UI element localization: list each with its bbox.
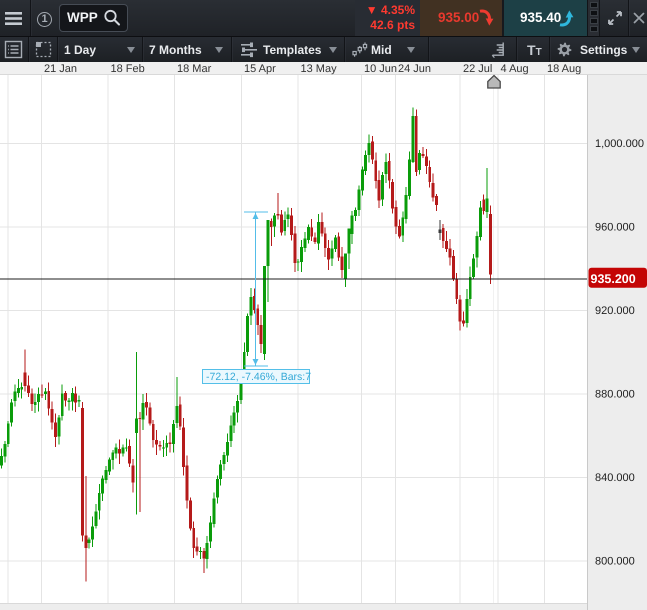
- svg-text:18 Mar: 18 Mar: [177, 63, 212, 75]
- svg-text:935.200: 935.200: [591, 272, 636, 286]
- svg-text:920.000: 920.000: [595, 305, 635, 317]
- svg-text:880.000: 880.000: [595, 389, 635, 401]
- svg-text:1,000.000: 1,000.000: [595, 138, 644, 150]
- svg-text:840.000: 840.000: [595, 472, 635, 484]
- svg-text:24 Jun: 24 Jun: [398, 63, 431, 75]
- svg-text:22 Jul: 22 Jul: [463, 63, 492, 75]
- svg-text:15 Apr: 15 Apr: [244, 63, 276, 75]
- svg-text:18 Feb: 18 Feb: [111, 63, 145, 75]
- svg-text:800.000: 800.000: [595, 556, 635, 568]
- svg-text:4 Aug: 4 Aug: [501, 63, 529, 75]
- svg-text:-72.12, -7.46%, Bars:7: -72.12, -7.46%, Bars:7: [206, 371, 311, 383]
- svg-text:13 May: 13 May: [301, 63, 338, 75]
- svg-text:18 Aug: 18 Aug: [547, 63, 581, 75]
- svg-text:21 Jan: 21 Jan: [44, 63, 77, 75]
- svg-text:10 Jun: 10 Jun: [364, 63, 397, 75]
- svg-text:960.000: 960.000: [595, 222, 635, 234]
